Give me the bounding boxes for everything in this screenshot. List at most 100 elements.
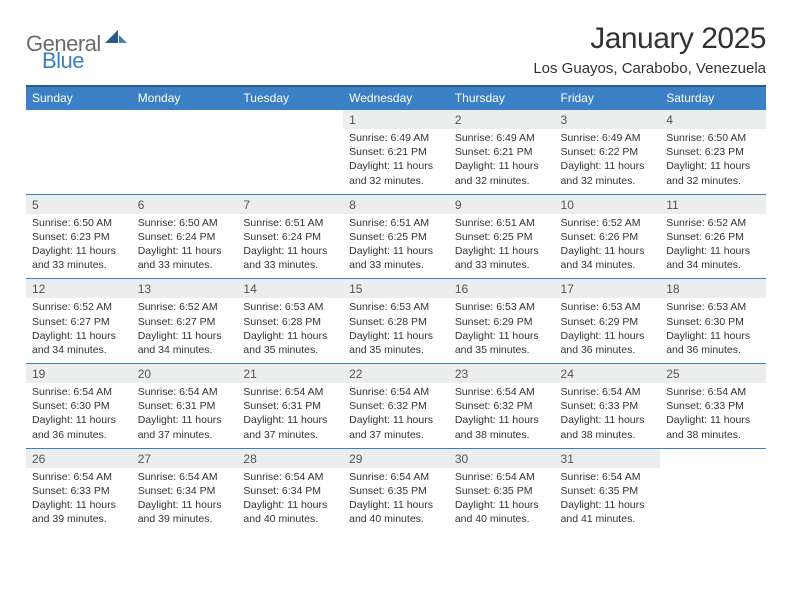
day-number-cell: 13 — [132, 279, 238, 299]
day-content-cell: Sunrise: 6:49 AMSunset: 6:22 PMDaylight:… — [555, 129, 661, 194]
day-number-cell: 29 — [343, 448, 449, 468]
day-info-line: Sunset: 6:32 PM — [349, 399, 443, 413]
day-number-cell: 30 — [449, 448, 555, 468]
day-content-cell: Sunrise: 6:52 AMSunset: 6:27 PMDaylight:… — [132, 298, 238, 363]
calendar-grid: Sunday Monday Tuesday Wednesday Thursday… — [26, 85, 766, 532]
day-info-line: Sunrise: 6:53 AM — [561, 300, 655, 314]
day-content-cell: Sunrise: 6:54 AMSunset: 6:34 PMDaylight:… — [237, 468, 343, 533]
day-content-cell: Sunrise: 6:51 AMSunset: 6:25 PMDaylight:… — [449, 214, 555, 279]
brand-text-blue-wrap: Blue — [42, 48, 84, 74]
day-number-cell: 21 — [237, 364, 343, 384]
day-content-cell: Sunrise: 6:53 AMSunset: 6:28 PMDaylight:… — [343, 298, 449, 363]
day-info-line: Sunset: 6:35 PM — [561, 484, 655, 498]
day-content-cell: Sunrise: 6:54 AMSunset: 6:35 PMDaylight:… — [449, 468, 555, 533]
day-number-cell: 12 — [26, 279, 132, 299]
day-content-cell — [132, 129, 238, 194]
day-info-line: Daylight: 11 hours and 35 minutes. — [455, 329, 549, 357]
day-info-line: Sunset: 6:27 PM — [32, 315, 126, 329]
week-content-row: Sunrise: 6:52 AMSunset: 6:27 PMDaylight:… — [26, 298, 766, 363]
day-content-cell: Sunrise: 6:53 AMSunset: 6:28 PMDaylight:… — [237, 298, 343, 363]
week-daynum-row: 262728293031 — [26, 448, 766, 468]
day-info-line: Daylight: 11 hours and 32 minutes. — [349, 159, 443, 187]
day-number-cell: 17 — [555, 279, 661, 299]
day-info-line: Sunset: 6:33 PM — [32, 484, 126, 498]
day-info-line: Sunrise: 6:52 AM — [666, 216, 760, 230]
day-info-line: Daylight: 11 hours and 37 minutes. — [349, 413, 443, 441]
day-number-cell: 22 — [343, 364, 449, 384]
day-info-line: Daylight: 11 hours and 33 minutes. — [455, 244, 549, 272]
weekday-saturday: Saturday — [660, 86, 766, 110]
day-content-cell: Sunrise: 6:54 AMSunset: 6:35 PMDaylight:… — [555, 468, 661, 533]
day-content-cell: Sunrise: 6:51 AMSunset: 6:25 PMDaylight:… — [343, 214, 449, 279]
day-content-cell: Sunrise: 6:51 AMSunset: 6:24 PMDaylight:… — [237, 214, 343, 279]
day-info-line: Sunset: 6:25 PM — [455, 230, 549, 244]
day-info-line: Sunrise: 6:52 AM — [561, 216, 655, 230]
day-info-line: Daylight: 11 hours and 33 minutes. — [243, 244, 337, 272]
day-info-line: Sunrise: 6:53 AM — [243, 300, 337, 314]
day-info-line: Sunset: 6:31 PM — [138, 399, 232, 413]
day-number-cell: 18 — [660, 279, 766, 299]
day-number-cell — [660, 448, 766, 468]
day-info-line: Daylight: 11 hours and 32 minutes. — [455, 159, 549, 187]
day-info-line: Sunrise: 6:52 AM — [32, 300, 126, 314]
week-daynum-row: 19202122232425 — [26, 364, 766, 384]
day-content-cell: Sunrise: 6:53 AMSunset: 6:29 PMDaylight:… — [555, 298, 661, 363]
day-info-line: Sunset: 6:33 PM — [561, 399, 655, 413]
day-content-cell: Sunrise: 6:54 AMSunset: 6:31 PMDaylight:… — [237, 383, 343, 448]
week-content-row: Sunrise: 6:49 AMSunset: 6:21 PMDaylight:… — [26, 129, 766, 194]
day-info-line: Sunset: 6:21 PM — [455, 145, 549, 159]
day-number-cell: 9 — [449, 194, 555, 214]
brand-sail-icon — [105, 28, 127, 49]
day-info-line: Sunset: 6:31 PM — [243, 399, 337, 413]
day-number-cell: 11 — [660, 194, 766, 214]
day-info-line: Sunset: 6:22 PM — [561, 145, 655, 159]
day-info-line: Daylight: 11 hours and 39 minutes. — [32, 498, 126, 526]
brand-text-blue: Blue — [42, 48, 84, 73]
day-info-line: Sunrise: 6:50 AM — [32, 216, 126, 230]
day-content-cell — [237, 129, 343, 194]
day-content-cell: Sunrise: 6:53 AMSunset: 6:29 PMDaylight:… — [449, 298, 555, 363]
day-info-line: Daylight: 11 hours and 38 minutes. — [455, 413, 549, 441]
day-info-line: Sunrise: 6:54 AM — [32, 385, 126, 399]
day-number-cell: 2 — [449, 110, 555, 130]
day-number-cell: 20 — [132, 364, 238, 384]
day-info-line: Daylight: 11 hours and 32 minutes. — [666, 159, 760, 187]
day-info-line: Sunset: 6:24 PM — [138, 230, 232, 244]
day-info-line: Sunset: 6:23 PM — [32, 230, 126, 244]
day-number-cell: 19 — [26, 364, 132, 384]
page-header: General January 2025 Los Guayos, Carabob… — [26, 22, 766, 77]
day-info-line: Sunset: 6:29 PM — [455, 315, 549, 329]
day-content-cell — [660, 468, 766, 533]
day-info-line: Daylight: 11 hours and 35 minutes. — [349, 329, 443, 357]
day-info-line: Sunrise: 6:51 AM — [455, 216, 549, 230]
day-content-cell: Sunrise: 6:54 AMSunset: 6:32 PMDaylight:… — [449, 383, 555, 448]
weekday-wednesday: Wednesday — [343, 86, 449, 110]
calendar-page: General January 2025 Los Guayos, Carabob… — [0, 0, 792, 552]
weekday-header-row: Sunday Monday Tuesday Wednesday Thursday… — [26, 86, 766, 110]
day-number-cell: 25 — [660, 364, 766, 384]
day-content-cell: Sunrise: 6:54 AMSunset: 6:35 PMDaylight:… — [343, 468, 449, 533]
day-info-line: Sunrise: 6:54 AM — [138, 385, 232, 399]
day-info-line: Daylight: 11 hours and 39 minutes. — [138, 498, 232, 526]
weekday-monday: Monday — [132, 86, 238, 110]
day-info-line: Daylight: 11 hours and 33 minutes. — [32, 244, 126, 272]
day-info-line: Daylight: 11 hours and 34 minutes. — [32, 329, 126, 357]
day-number-cell: 4 — [660, 110, 766, 130]
day-info-line: Daylight: 11 hours and 36 minutes. — [561, 329, 655, 357]
day-info-line: Sunset: 6:26 PM — [561, 230, 655, 244]
day-content-cell: Sunrise: 6:54 AMSunset: 6:34 PMDaylight:… — [132, 468, 238, 533]
day-info-line: Sunrise: 6:54 AM — [243, 385, 337, 399]
day-info-line: Sunrise: 6:53 AM — [349, 300, 443, 314]
day-info-line: Sunset: 6:32 PM — [455, 399, 549, 413]
day-number-cell — [26, 110, 132, 130]
day-info-line: Sunrise: 6:54 AM — [561, 470, 655, 484]
week-content-row: Sunrise: 6:50 AMSunset: 6:23 PMDaylight:… — [26, 214, 766, 279]
day-info-line: Sunset: 6:27 PM — [138, 315, 232, 329]
week-daynum-row: 1234 — [26, 110, 766, 130]
day-info-line: Daylight: 11 hours and 38 minutes. — [561, 413, 655, 441]
day-info-line: Sunrise: 6:53 AM — [455, 300, 549, 314]
day-info-line: Sunrise: 6:50 AM — [138, 216, 232, 230]
day-info-line: Sunrise: 6:50 AM — [666, 131, 760, 145]
day-info-line: Sunrise: 6:49 AM — [455, 131, 549, 145]
day-info-line: Sunrise: 6:54 AM — [561, 385, 655, 399]
